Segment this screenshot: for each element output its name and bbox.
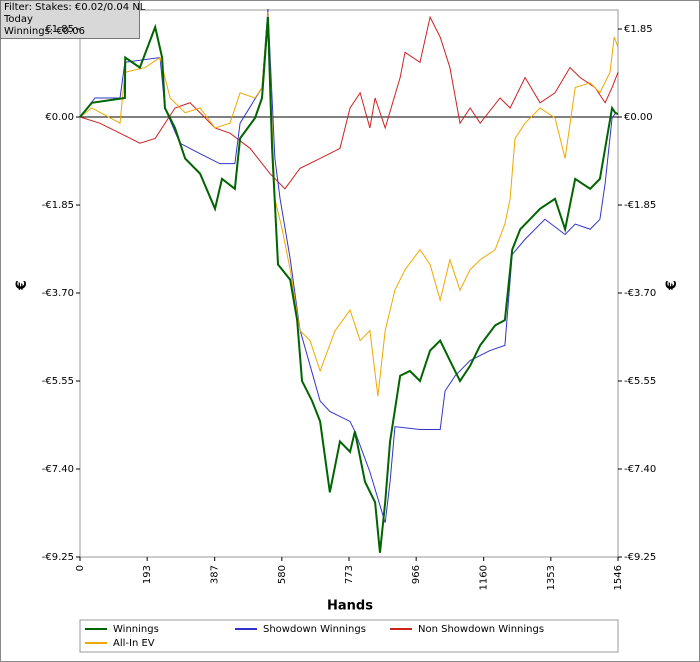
x-tick-label: 966 bbox=[411, 565, 422, 584]
y2-tick-label: €1.85 bbox=[624, 24, 653, 35]
y2-tick-label: -€9.25 bbox=[624, 552, 656, 563]
x-tick-label: 773 bbox=[344, 565, 355, 584]
x-tick-label: 580 bbox=[277, 565, 288, 584]
x-tick-label: 387 bbox=[210, 565, 221, 584]
y2-axis-label: € bbox=[664, 280, 680, 291]
y-tick-label: -€1.85 bbox=[42, 200, 74, 211]
x-tick-label: 1160 bbox=[479, 565, 490, 590]
x-tick-label: 1546 bbox=[613, 565, 624, 590]
x-axis-label: Hands bbox=[327, 599, 373, 614]
y2-tick-label: -€3.70 bbox=[624, 288, 656, 299]
y-tick-label: -€7.40 bbox=[42, 464, 74, 475]
legend bbox=[79, 619, 619, 653]
y-tick-label: -€9.25 bbox=[42, 552, 74, 563]
filter-text: Today bbox=[3, 14, 33, 25]
y2-tick-label: €0.00 bbox=[624, 112, 653, 123]
y-tick-label: -€5.55 bbox=[42, 376, 74, 387]
filter-text: Winnings: €0.06 bbox=[4, 26, 85, 37]
series-line bbox=[79, 11, 619, 397]
series-line bbox=[79, 9, 617, 523]
filter-box bbox=[0, 0, 140, 39]
x-tick-label: 1353 bbox=[546, 565, 557, 590]
filter-text: Filter: Stakes: €0.02/0.04 NL bbox=[4, 2, 146, 13]
legend-label: All-In EV bbox=[113, 638, 155, 649]
y-axis-label: € bbox=[14, 280, 30, 291]
legend-label: Non Showdown Winnings bbox=[418, 624, 544, 635]
y2-tick-label: -€1.85 bbox=[624, 200, 656, 211]
legend-label: Showdown Winnings bbox=[263, 624, 366, 635]
y2-tick-label: -€7.40 bbox=[624, 464, 656, 475]
legend-label: Winnings bbox=[113, 624, 159, 635]
series-line bbox=[79, 17, 619, 553]
y-tick-label: €1.85 bbox=[45, 24, 74, 35]
x-tick-label: 193 bbox=[142, 565, 153, 584]
y-tick-label: €0.00 bbox=[45, 112, 74, 123]
plot-area bbox=[79, 9, 619, 558]
x-tick-label: 0 bbox=[75, 565, 86, 571]
y-tick-label: -€3.70 bbox=[42, 288, 74, 299]
y2-tick-label: -€5.55 bbox=[624, 376, 656, 387]
